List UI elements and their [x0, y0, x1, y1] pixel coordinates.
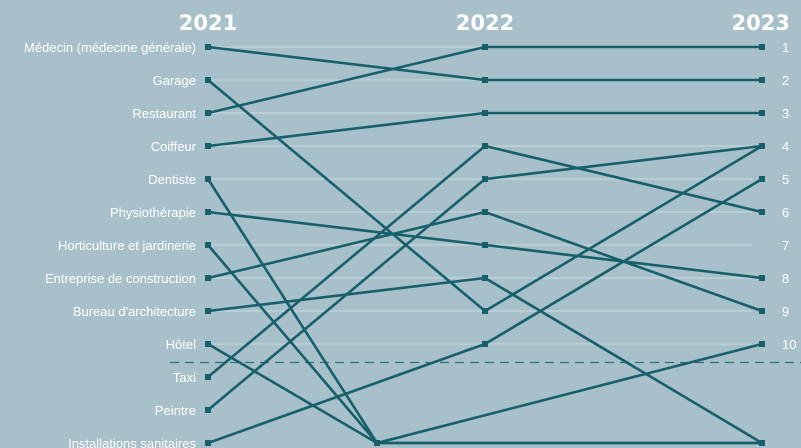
series-line-bureau-d-architecture — [207, 276, 763, 445]
rank-label-3: 3 — [782, 106, 789, 121]
category-label-restaurant: Restaurant — [132, 106, 196, 121]
marker-horticulture-et-jardinerie-2023 — [759, 341, 765, 347]
category-label-entreprise-de-construction: Entreprise de construction — [45, 271, 196, 286]
category-label-dentiste: Dentiste — [148, 172, 196, 187]
category-label-peintre: Peintre — [155, 403, 196, 418]
marker-medecin-medecine-generale-2021 — [205, 44, 211, 50]
marker-horticulture-et-jardinerie-2021 — [205, 242, 211, 248]
marker-bureau-d-architecture-2022 — [482, 275, 488, 281]
category-label-taxi: Taxi — [173, 370, 196, 385]
marker-medecin-medecine-generale-2023 — [759, 77, 765, 83]
year-labels: 2021 2022 2023 — [179, 11, 790, 35]
category-label-horticulture-et-jardinerie: Horticulture et jardinerie — [58, 238, 196, 253]
marker-coiffeur-2022 — [482, 110, 488, 116]
category-label-garage: Garage — [153, 73, 196, 88]
marker-garage-2022 — [482, 308, 488, 314]
rank-label-1: 1 — [782, 40, 789, 55]
marker-entreprise-de-construction-2021 — [205, 275, 211, 281]
rank-label-8: 8 — [782, 271, 789, 286]
marker-bureau-d-architecture-2021 — [205, 308, 211, 314]
rank-label-4: 4 — [782, 139, 789, 154]
year-label-2022: 2022 — [456, 11, 514, 35]
marker-hotel-2023 — [759, 440, 765, 446]
marker-installations-sanitaires-2023 — [759, 176, 765, 182]
rank-label-5: 5 — [782, 172, 789, 187]
marker-hotel-2022 — [374, 440, 380, 446]
year-label-2023: 2023 — [732, 11, 790, 35]
marker-coiffeur-2023 — [759, 110, 765, 116]
marker-taxi-2023 — [759, 209, 765, 215]
marker-garage-2021 — [205, 77, 211, 83]
marker-physiotherapie-2023 — [759, 275, 765, 281]
marker-taxi-2022 — [482, 143, 488, 149]
marker-physiotherapie-2021 — [205, 209, 211, 215]
series-line-medecin-medecine-generale — [207, 45, 762, 82]
marker-dentiste-2021 — [205, 176, 211, 182]
marker-peintre-2021 — [205, 407, 211, 413]
rank-labels: 1 2 3 4 5 6 7 8 9 10 — [782, 40, 796, 352]
rank-label-7: 7 — [782, 238, 789, 253]
marker-restaurant-2022 — [482, 44, 488, 50]
category-label-hotel: Hôtel — [166, 337, 196, 352]
category-label-physiotherapie: Physiothérapie — [110, 205, 196, 220]
marker-medecin-medecine-generale-2022 — [482, 77, 488, 83]
category-label-coiffeur: Coiffeur — [151, 139, 197, 154]
category-label-installations-sanitaires: Installations sanitaires — [68, 436, 196, 448]
marker-coiffeur-2021 — [205, 143, 211, 149]
category-label-bureau-d-architecture: Bureau d'architecture — [73, 304, 196, 319]
year-label-2021: 2021 — [179, 11, 237, 35]
marker-hotel-2021 — [205, 341, 211, 347]
marker-restaurant-2023 — [759, 44, 765, 50]
series-line-coiffeur — [207, 111, 762, 148]
series-line-entreprise-de-construction — [207, 210, 763, 313]
marker-entreprise-de-construction-2023 — [759, 308, 765, 314]
category-labels: Médecin (médecine générale) Garage Restaur… — [24, 40, 197, 448]
marker-entreprise-de-construction-2022 — [482, 209, 488, 215]
series-markers — [205, 44, 765, 446]
marker-taxi-2021 — [205, 374, 211, 380]
rank-label-6: 6 — [782, 205, 789, 220]
marker-installations-sanitaires-2022 — [482, 341, 488, 347]
rank-label-9: 9 — [782, 304, 789, 319]
rank-label-10: 10 — [782, 337, 796, 352]
category-label-medecin-medecine-generale: Médecin (médecine générale) — [24, 40, 196, 55]
rank-label-2: 2 — [782, 73, 789, 88]
marker-physiotherapie-2022 — [482, 242, 488, 248]
marker-installations-sanitaires-2021 — [205, 440, 211, 446]
marker-peintre-2022 — [482, 176, 488, 182]
marker-restaurant-2021 — [205, 110, 211, 116]
marker-peintre-2023 — [759, 143, 765, 149]
